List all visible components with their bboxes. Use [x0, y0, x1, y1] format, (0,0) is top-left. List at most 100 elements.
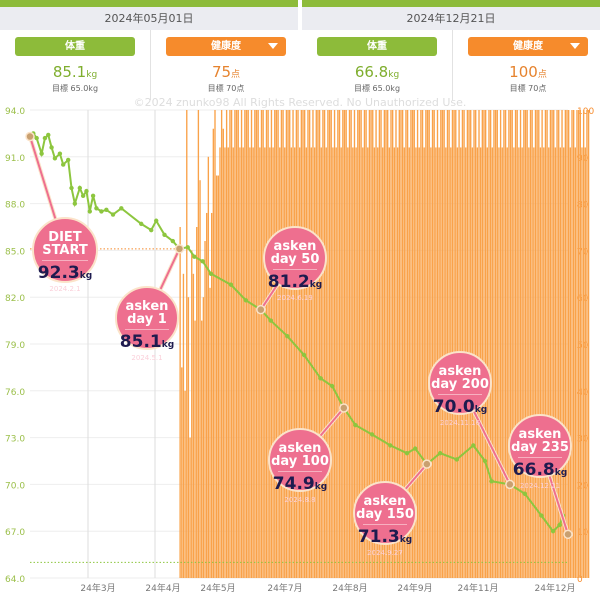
health-bar [196, 227, 198, 578]
health-bar [333, 110, 336, 578]
health-bar [315, 110, 317, 578]
callout-value: 70.0kg [432, 397, 488, 417]
milestone-callout: asken day 200 70.0kg 2024.11.16 [428, 351, 492, 427]
health-bar [451, 110, 454, 578]
milestone-callout: asken day 150 71.3kg 2024.9.27 [353, 481, 417, 557]
health-bar [247, 110, 249, 578]
health-bar [516, 110, 518, 578]
health-bar [187, 297, 190, 578]
health-bar [342, 110, 344, 578]
callout-date: 2024.11.16 [439, 419, 481, 427]
health-bar [408, 147, 410, 578]
health-bar [504, 110, 507, 578]
health-bar [563, 147, 565, 578]
health-bar [478, 110, 480, 578]
health-bar [310, 147, 312, 578]
weight-point [404, 451, 410, 456]
callout-value: 71.3kg [357, 527, 413, 547]
health-bar [519, 110, 522, 578]
health-bar [544, 110, 547, 578]
health-bar [363, 110, 366, 578]
milestone-point [174, 244, 185, 254]
callout-value: 92.3kg [37, 263, 93, 283]
dropdown-arrow-icon[interactable] [268, 43, 278, 49]
health-bar [498, 147, 500, 578]
health-bar [186, 110, 188, 578]
health-bar [415, 147, 417, 578]
weight-point [539, 513, 544, 518]
callout-title: asken day 200 [431, 364, 489, 392]
health-bar [486, 147, 488, 578]
weight-point [330, 383, 335, 389]
health-bar [496, 110, 498, 578]
health-bar [242, 147, 244, 578]
metric-button[interactable]: 健康度 [468, 37, 588, 56]
health-bar [257, 110, 259, 578]
health-bar [353, 110, 356, 578]
health-bar [425, 110, 427, 578]
summary-card: 健康度 75点 目標 70点 [150, 30, 301, 100]
health-bar [468, 110, 470, 578]
health-bar [470, 110, 472, 578]
callout-date: 2024.9.27 [367, 549, 403, 557]
weight-point [52, 156, 58, 161]
milestone-point [422, 459, 432, 469]
weight-point [482, 458, 488, 464]
y-right-tick: 80 [577, 201, 589, 211]
weight-point [90, 193, 96, 198]
health-bar [385, 110, 387, 578]
health-bar [272, 147, 274, 578]
health-bar [318, 110, 321, 578]
health-bar [214, 110, 216, 578]
summary-card: 体重 85.1kg 目標 65.0kg [0, 30, 150, 100]
y-left-tick: 91.0 [5, 154, 25, 164]
health-bar [373, 147, 376, 578]
health-bar [569, 147, 572, 578]
callout-title: asken day 100 [271, 441, 329, 469]
health-bar [549, 110, 552, 578]
health-bar [543, 147, 545, 578]
dropdown-arrow-icon[interactable] [570, 43, 580, 49]
health-bar [521, 147, 523, 578]
health-bar [197, 110, 200, 578]
callout-title: DIET START [42, 230, 88, 258]
health-bar [536, 110, 538, 578]
health-bar [553, 110, 555, 578]
health-bar [305, 147, 308, 578]
callout-title: asken day 1 [125, 299, 169, 327]
x-tick: 24年9月 [397, 582, 432, 594]
health-bar [335, 147, 337, 578]
weight-point [200, 259, 205, 264]
health-bar [440, 110, 442, 578]
health-bar [586, 110, 588, 578]
health-bar [348, 110, 351, 578]
weight-point [39, 151, 44, 156]
health-bar [294, 147, 296, 578]
health-bar [206, 212, 208, 578]
health-bar [340, 147, 342, 578]
metric-button[interactable]: 体重 [317, 37, 437, 56]
health-bar [401, 110, 404, 578]
health-bar [581, 147, 583, 578]
health-bar [572, 110, 575, 578]
health-bar [322, 110, 324, 578]
health-bar [219, 147, 221, 578]
y-right-tick: 30 [577, 435, 589, 445]
health-bar [551, 110, 553, 578]
health-bar [559, 147, 562, 578]
metric-button[interactable]: 体重 [15, 37, 135, 56]
milestone-point [256, 304, 266, 315]
metric-button[interactable]: 健康度 [166, 37, 286, 56]
health-bar [358, 110, 361, 578]
weight-point [153, 218, 159, 223]
health-bar [372, 110, 374, 578]
health-bar [201, 320, 203, 578]
milestone-point [563, 529, 573, 540]
health-bar [184, 390, 186, 578]
health-bar [548, 147, 550, 578]
health-bar [511, 110, 513, 578]
health-bar [418, 147, 420, 578]
health-bar [534, 110, 537, 578]
weight-point [285, 334, 290, 339]
health-bar [461, 110, 464, 578]
